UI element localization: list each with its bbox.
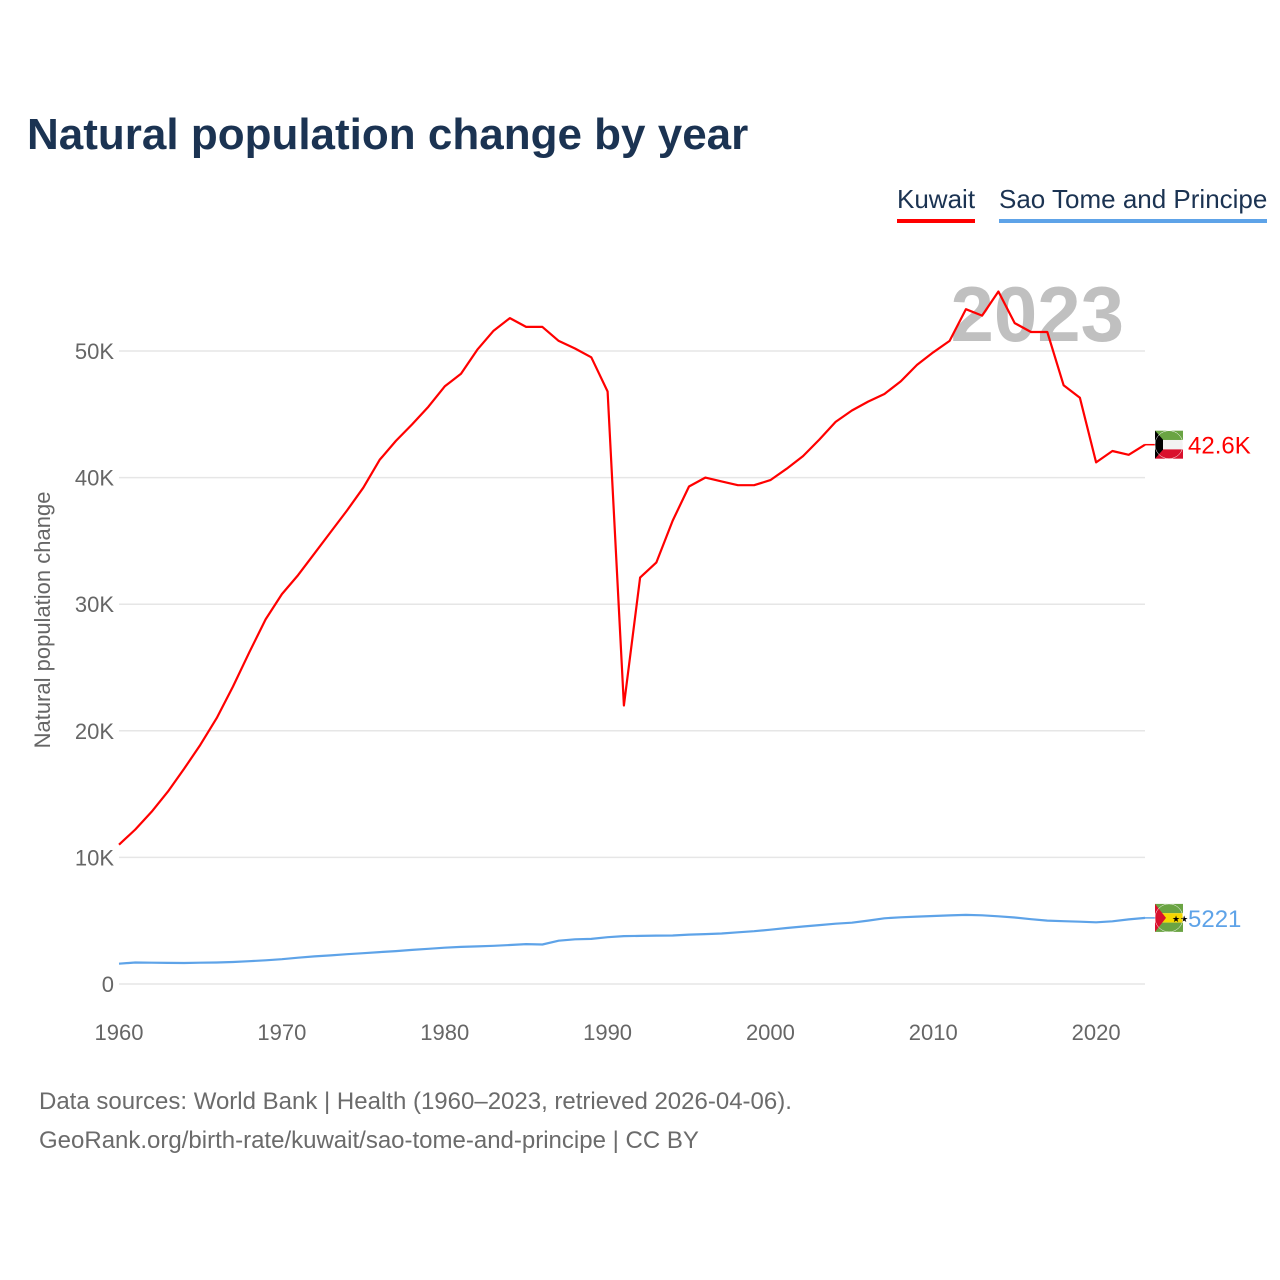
x-tick-label: 2000 — [746, 1020, 795, 1045]
y-axis-label: Natural population change — [30, 492, 55, 749]
flag-sao-tome-icon — [1155, 903, 1183, 914]
flag-star-icon: ★★ — [1172, 914, 1188, 924]
x-tick-label: 2010 — [909, 1020, 958, 1045]
source-link[interactable]: GeoRank.org/birth-rate/kuwait/sao-tome-a… — [39, 1127, 699, 1154]
flag-kuwait-icon — [1155, 430, 1183, 440]
x-tick-label: 1970 — [257, 1020, 306, 1045]
legend-sao-tome-and-principe[interactable]: Sao Tome and Principe — [999, 184, 1268, 223]
flag-kuwait-icon — [1155, 449, 1183, 459]
y-tick-label: 40K — [75, 466, 114, 491]
series-line-sao-tome-and-principe — [118, 913, 1146, 965]
end-value-label: 42.6K — [1188, 433, 1251, 460]
x-tick-label: 1960 — [95, 1020, 144, 1045]
end-value-label: 5221 — [1188, 906, 1241, 933]
flag-outline — [1154, 903, 1184, 933]
y-tick-label: 20K — [75, 719, 114, 744]
y-tick-label: 30K — [75, 592, 114, 617]
x-tick-label: 2020 — [1072, 1020, 1121, 1045]
flag-sao-tome-icon — [1155, 903, 1166, 932]
flag-sao-tome-icon — [1155, 913, 1183, 923]
legend-kuwait[interactable]: Kuwait — [897, 184, 976, 223]
flag-sao-tome-icon — [1155, 922, 1183, 932]
source-note: Data sources: World Bank | Health (1960–… — [39, 1088, 792, 1115]
y-tick-label: 10K — [75, 845, 114, 870]
series-line-kuwait — [118, 290, 1146, 846]
chart-title: Natural population change by year — [27, 110, 749, 159]
x-tick-label: 1990 — [583, 1020, 632, 1045]
y-tick-label: 50K — [75, 339, 114, 364]
flag-kuwait-icon — [1155, 439, 1183, 450]
y-tick-label: 0 — [102, 972, 114, 997]
x-tick-label: 1980 — [420, 1020, 469, 1045]
flag-outline — [1154, 430, 1184, 459]
